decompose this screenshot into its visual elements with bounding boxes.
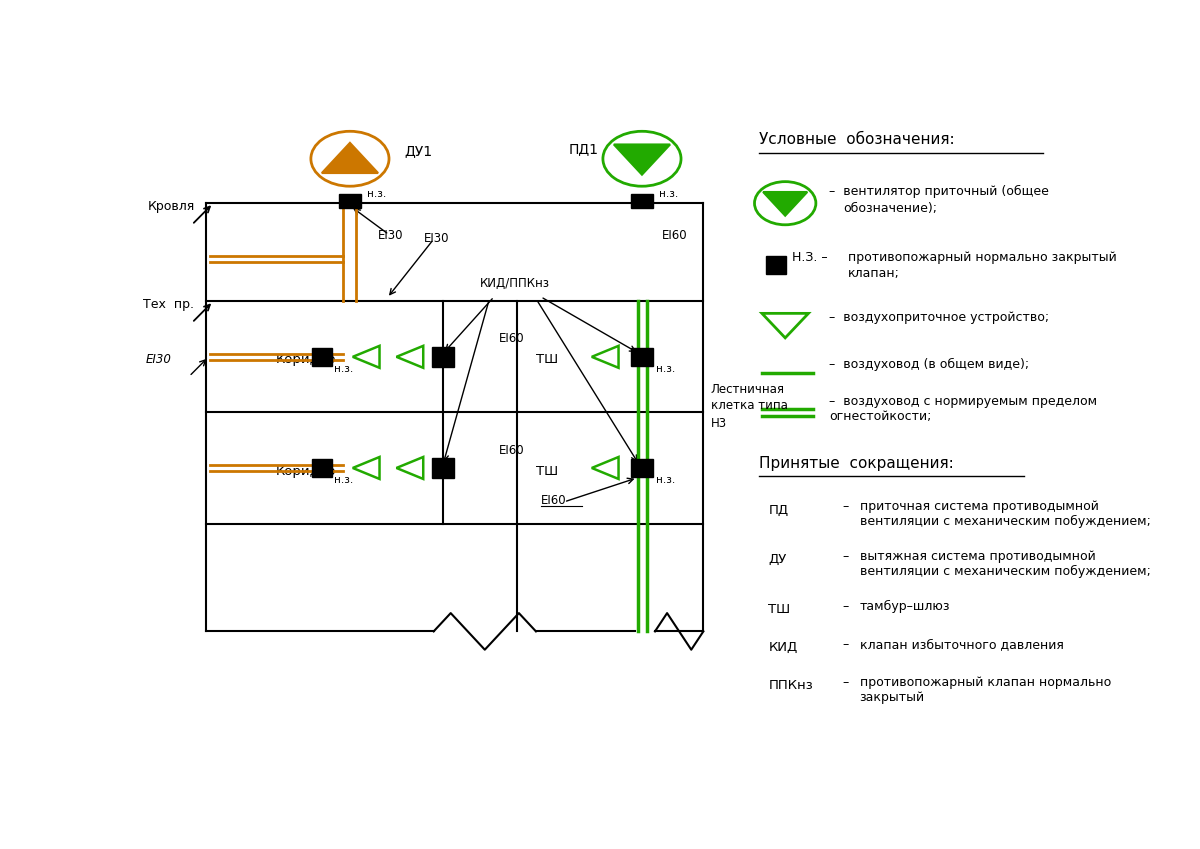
Text: обозначение);: обозначение); (842, 202, 937, 215)
Polygon shape (322, 143, 378, 173)
Text: –  воздуховод с нормируемым пределом: – воздуховод с нормируемым пределом (829, 395, 1097, 408)
Bar (432, 458, 454, 478)
Text: Лестничная: Лестничная (710, 383, 785, 396)
Text: н.з.: н.з. (334, 364, 353, 374)
Text: Условные  обозначения:: Условные обозначения: (760, 132, 955, 148)
Text: огнестойкости;: огнестойкости; (829, 410, 931, 424)
Text: н.з.: н.з. (656, 475, 676, 485)
Text: EI30: EI30 (425, 233, 450, 245)
Text: Коридор: Коридор (276, 353, 336, 367)
Text: клапан избыточного давления: клапан избыточного давления (859, 638, 1063, 650)
Text: EI30: EI30 (378, 229, 403, 242)
Text: Тех  пр.: Тех пр. (143, 298, 193, 311)
Text: тамбур–шлюз: тамбур–шлюз (859, 599, 950, 613)
Text: н.з.: н.з. (656, 364, 676, 374)
Text: EI30: EI30 (145, 353, 172, 367)
Text: н.з.: н.з. (334, 475, 353, 485)
Bar (766, 256, 786, 274)
Text: приточная система противодымной: приточная система противодымной (859, 500, 1098, 514)
Bar (312, 348, 332, 366)
Text: EI60: EI60 (499, 333, 524, 346)
Text: ПД1: ПД1 (569, 143, 599, 156)
Polygon shape (763, 192, 808, 216)
Text: –: – (842, 600, 850, 613)
Text: Кровля: Кровля (148, 200, 196, 213)
Text: EI60: EI60 (540, 494, 566, 507)
Text: Коридор: Коридор (276, 464, 336, 477)
Bar (312, 458, 332, 477)
Text: ДУ: ДУ (768, 554, 787, 566)
Text: клетка типа: клетка типа (710, 399, 787, 412)
Text: –: – (842, 500, 850, 514)
Text: противопожарный клапан нормально: противопожарный клапан нормально (859, 676, 1111, 689)
Polygon shape (614, 144, 670, 175)
Text: Принятые  сокращения:: Принятые сокращения: (760, 456, 954, 471)
Bar (631, 348, 653, 366)
Text: EI60: EI60 (661, 229, 688, 242)
Bar (631, 458, 653, 477)
Text: ТШ: ТШ (536, 353, 558, 367)
Text: клапан;: клапан; (847, 267, 899, 280)
Text: EI60: EI60 (499, 443, 524, 457)
Text: закрытый: закрытый (859, 691, 925, 704)
Bar (631, 194, 653, 209)
Text: ТШ: ТШ (536, 464, 558, 477)
Text: КИД: КИД (768, 641, 798, 654)
Text: Н3: Н3 (710, 417, 727, 430)
Text: –  воздухоприточное устройство;: – воздухоприточное устройство; (829, 311, 1049, 323)
Text: КИД/ППКнз: КИД/ППКнз (480, 277, 550, 290)
Text: вентиляции с механическим побуждением;: вентиляции с механическим побуждением; (859, 565, 1151, 578)
Text: противопожарный нормально закрытый: противопожарный нормально закрытый (847, 250, 1116, 264)
Text: н.з.: н.з. (659, 189, 678, 200)
Text: –  вентилятор приточный (общее: – вентилятор приточный (общее (829, 184, 1049, 198)
Text: вентиляции с механическим побуждением;: вентиляции с механическим побуждением; (859, 515, 1151, 528)
Text: –  воздуховод (в общем виде);: – воздуховод (в общем виде); (829, 358, 1030, 371)
Text: ДУ1: ДУ1 (404, 144, 432, 159)
Text: ППКнз: ППКнз (768, 679, 814, 692)
Text: вытяжная система противодымной: вытяжная система противодымной (859, 550, 1096, 563)
Text: –: – (842, 676, 850, 689)
Text: н.з.: н.з. (367, 189, 386, 200)
Text: –: – (842, 638, 850, 650)
Text: ПД: ПД (768, 503, 788, 517)
Text: Н.З. –: Н.З. – (792, 250, 827, 264)
Text: –: – (842, 550, 850, 563)
Text: ТШ: ТШ (768, 603, 791, 616)
Bar (338, 194, 361, 209)
Bar (432, 347, 454, 367)
